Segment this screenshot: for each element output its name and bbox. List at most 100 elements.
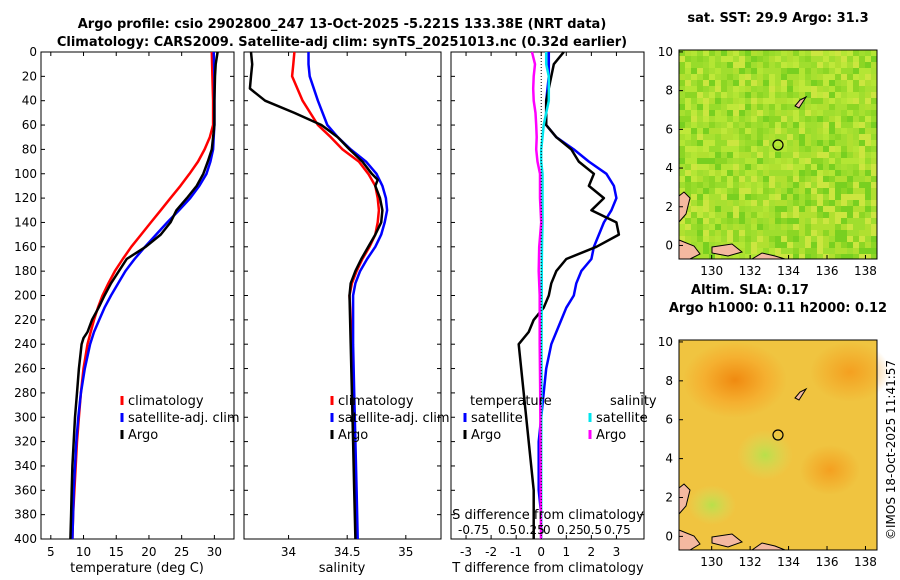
sst-cell [823,98,829,104]
sst-cell [763,242,769,248]
sst-cell [733,56,739,62]
sst-cell [865,56,871,62]
sst-cell [853,56,859,62]
sst-cell [787,92,793,98]
sst-cell [715,104,721,110]
legend-heading-temperature: temperature [470,394,552,409]
sst-map-title: sat. SST: 29.9 Argo: 31.3 [687,11,868,26]
sst-cell [751,98,757,104]
sst-cell [727,62,733,68]
sst-cell [751,56,757,62]
sst-cell [715,146,721,152]
sst-cell [709,236,715,242]
sst-cell [823,230,829,236]
sst-cell [697,56,703,62]
sst-cell [841,170,847,176]
sst-cell [805,74,811,80]
sst-cell [805,62,811,68]
sst-cell [697,224,703,230]
sst-cell [859,206,865,212]
sst-cell [871,68,877,74]
sst-cell [835,182,841,188]
sst-cell [871,56,877,62]
sst-cell [817,56,823,62]
sst-cell [763,194,769,200]
sst-cell [853,158,859,164]
sst-cell [853,176,859,182]
sst-cell [709,242,715,248]
sst-cell [835,242,841,248]
sst-cell [781,98,787,104]
sst-cell [763,176,769,182]
sst-cell [793,236,799,242]
sst-cell [859,140,865,146]
sst-cell [739,128,745,134]
sst-cell [685,140,691,146]
sst-cell [781,170,787,176]
sst-cell [703,74,709,80]
sst-cell [775,242,781,248]
sst-cell [691,146,697,152]
map-x-tick-label: 136 [816,555,839,569]
series-line-satellite-adj-clim [71,51,216,540]
sst-cell [817,164,823,170]
sst-cell [829,170,835,176]
sst-cell [703,206,709,212]
sst-cell [769,248,775,254]
sst-cell [769,242,775,248]
sst-cell [787,134,793,140]
sst-cell [865,206,871,212]
sst-cell [793,224,799,230]
sst-cell [823,164,829,170]
sst-cell [823,224,829,230]
sst-cell [781,248,787,254]
sst-cell [679,74,685,80]
sst-cell [841,128,847,134]
sst-cell [841,140,847,146]
sst-cell [709,176,715,182]
sst-cell [751,122,757,128]
depth-tick-label: 160 [14,240,37,254]
sst-cell [847,56,853,62]
sst-cell [715,80,721,86]
sst-cell [679,104,685,110]
sst-cell [823,56,829,62]
sst-cell [805,68,811,74]
sst-cell [853,122,859,128]
depth-tick-label: 220 [14,313,37,327]
sst-cell [823,176,829,182]
sst-cell [715,158,721,164]
sst-cell [745,116,751,122]
sst-cell [715,242,721,248]
sst-cell [787,212,793,218]
sst-cell [685,110,691,116]
sst-cell [871,212,877,218]
sst-cell [829,98,835,104]
sst-cell [865,218,871,224]
sst-cell [847,218,853,224]
sst-cell [697,116,703,122]
sst-cell [859,134,865,140]
sst-cell [859,110,865,116]
sst-cell [841,218,847,224]
map-y-tick-label: 8 [665,374,673,388]
sst-cell [835,236,841,242]
sst-cell [871,62,877,68]
sst-cell [775,68,781,74]
sst-cell [769,56,775,62]
sst-cell [739,212,745,218]
sst-cell [805,164,811,170]
sst-cell [847,176,853,182]
legend-label-satellite-adj: satellite-adj. clim [338,411,450,426]
coastline-island [711,533,744,548]
series-line-temperature-satellite [537,52,618,539]
sst-cell [721,116,727,122]
sst-cell [847,122,853,128]
sst-cell [709,134,715,140]
sst-cell [805,188,811,194]
sst-cell [697,230,703,236]
sst-cell [859,170,865,176]
sst-cell [841,188,847,194]
sst-cell [817,98,823,104]
sst-cell [853,242,859,248]
